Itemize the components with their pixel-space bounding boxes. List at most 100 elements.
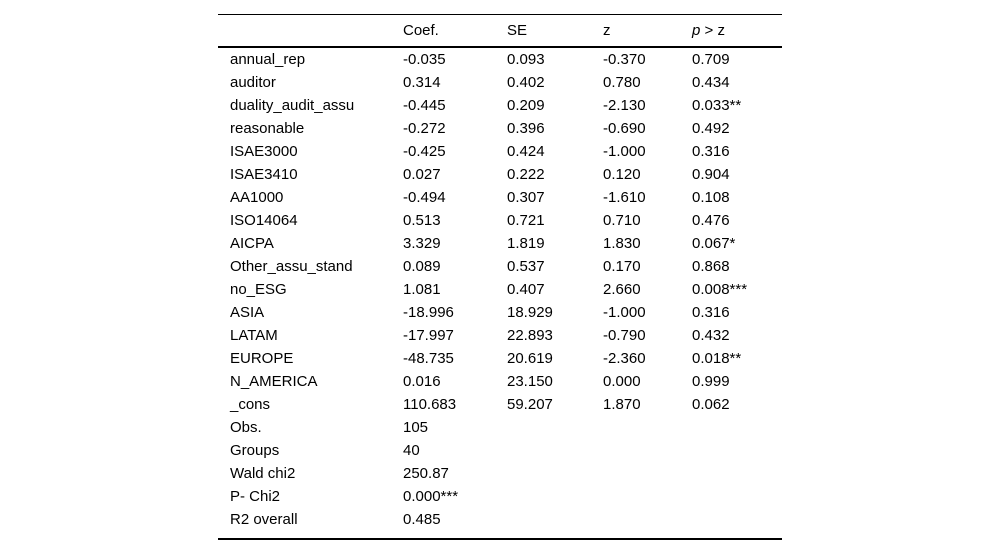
table-row: duality_audit_assu -0.445 0.209 -2.130 0.033… [218, 94, 782, 117]
table-header-row: Coef. SE z p > z [218, 15, 782, 48]
cell-z: 0.120 [603, 166, 641, 183]
cell-coef: 250.87 [403, 465, 449, 482]
cell-se: 0.093 [507, 51, 545, 68]
cell-coef: -0.035 [403, 51, 446, 68]
table-row: LATAM -17.997 22.893 -0.790 0.432 [218, 324, 782, 347]
cell-p: 0.904 [692, 166, 730, 183]
cell-coef: 0.485 [403, 511, 441, 528]
cell-p: 0.316 [692, 304, 730, 321]
table-row: auditor 0.314 0.402 0.780 0.434 [218, 71, 782, 94]
cell-se: 0.721 [507, 212, 545, 229]
cell-coef: 0.027 [403, 166, 441, 183]
cell-p: 0.432 [692, 327, 730, 344]
cell-coef: -0.494 [403, 189, 446, 206]
cell-se: 0.396 [507, 120, 545, 137]
row-label: N_AMERICA [230, 373, 318, 390]
cell-p: 0.316 [692, 143, 730, 160]
cell-se: 18.929 [507, 304, 553, 321]
row-label: ISAE3410 [230, 166, 298, 183]
cell-z: 1.830 [603, 235, 641, 252]
table-row: reasonable -0.272 0.396 -0.690 0.492 [218, 117, 782, 140]
cell-se: 0.222 [507, 166, 545, 183]
cell-se: 22.893 [507, 327, 553, 344]
cell-se: 0.209 [507, 97, 545, 114]
row-label: R2 overall [230, 511, 298, 528]
cell-coef: 105 [403, 419, 429, 436]
row-label: AICPA [230, 235, 274, 252]
cell-z: 0.710 [603, 212, 641, 229]
cell-p: 0.999 [692, 373, 730, 390]
cell-z: 0.000 [603, 373, 641, 390]
cell-se: 20.619 [507, 350, 553, 367]
table-row: no_ESG 1.081 0.407 2.660 0.008*** [218, 278, 782, 301]
table-row: annual_rep -0.035 0.093 -0.370 0.709 [218, 48, 782, 71]
table-row: AICPA 3.329 1.819 1.830 0.067* [218, 232, 782, 255]
header-p-gt-z: p > z [692, 22, 782, 39]
cell-coef: -0.445 [403, 97, 446, 114]
row-label: ISO14064 [230, 212, 298, 229]
cell-z: -2.130 [603, 97, 646, 114]
cell-se: 0.424 [507, 143, 545, 160]
regression-results-table: Coef. SE z p > z annual_rep -0.035 0.093 -0… [218, 14, 782, 540]
row-label: AA1000 [230, 189, 284, 206]
cell-z: -2.360 [603, 350, 646, 367]
header-p-comparison: > z [700, 22, 725, 39]
cell-p: 0.018** [692, 350, 742, 367]
table-row: R2 overall 0.485 [218, 508, 782, 531]
cell-coef: 3.329 [403, 235, 441, 252]
cell-p: 0.709 [692, 51, 730, 68]
cell-z: -0.690 [603, 120, 646, 137]
row-label: Obs. [230, 419, 262, 436]
cell-z: 2.660 [603, 281, 641, 298]
table-row: AA1000 -0.494 0.307 -1.610 0.108 [218, 186, 782, 209]
table-row: ISAE3000 -0.425 0.424 -1.000 0.316 [218, 140, 782, 163]
cell-coef: 110.683 [403, 396, 457, 413]
cell-z: 1.870 [603, 396, 641, 413]
cell-p: 0.476 [692, 212, 730, 229]
cell-coef: 0.000*** [403, 488, 459, 505]
row-label: auditor [230, 74, 276, 91]
cell-coef: 40 [403, 442, 420, 459]
cell-z: 0.170 [603, 258, 641, 275]
cell-se: 59.207 [507, 396, 553, 413]
cell-coef: 1.081 [403, 281, 441, 298]
cell-z: -0.790 [603, 327, 646, 344]
cell-coef: -48.735 [403, 350, 454, 367]
cell-se: 0.407 [507, 281, 545, 298]
cell-p: 0.492 [692, 120, 730, 137]
cell-p: 0.008*** [692, 281, 748, 298]
table-row: ISAE3410 0.027 0.222 0.120 0.904 [218, 163, 782, 186]
cell-p: 0.868 [692, 258, 730, 275]
cell-p: 0.033** [692, 97, 742, 114]
row-label: Other_assu_stand [230, 258, 353, 275]
cell-z: -1.000 [603, 143, 646, 160]
header-se: SE [507, 22, 528, 39]
cell-coef: 0.089 [403, 258, 441, 275]
cell-coef: 0.314 [403, 74, 441, 91]
cell-z: -1.610 [603, 189, 646, 206]
table-row: Obs. 105 [218, 416, 782, 439]
row-label: EUROPE [230, 350, 294, 367]
table-row: ASIA -18.996 18.929 -1.000 0.316 [218, 301, 782, 324]
cell-p: 0.108 [692, 189, 730, 206]
cell-coef: -0.272 [403, 120, 446, 137]
cell-se: 1.819 [507, 235, 545, 252]
table-row: EUROPE -48.735 20.619 -2.360 0.018** [218, 347, 782, 370]
cell-p: 0.434 [692, 74, 730, 91]
table-row: ISO14064 0.513 0.721 0.710 0.476 [218, 209, 782, 232]
row-label: Groups [230, 442, 280, 459]
cell-p: 0.062 [692, 396, 730, 413]
cell-se: 0.402 [507, 74, 545, 91]
table-row: N_AMERICA 0.016 23.150 0.000 0.999 [218, 370, 782, 393]
row-label: LATAM [230, 327, 278, 344]
cell-se: 23.150 [507, 373, 553, 390]
table-row: Groups 40 [218, 439, 782, 462]
cell-p: 0.067* [692, 235, 736, 252]
cell-coef: 0.513 [403, 212, 441, 229]
cell-z: -1.000 [603, 304, 646, 321]
cell-coef: -17.997 [403, 327, 454, 344]
table-row: _cons 110.683 59.207 1.870 0.062 [218, 393, 782, 416]
cell-se: 0.307 [507, 189, 545, 206]
table-body: annual_rep -0.035 0.093 -0.370 0.709 auditor 0… [218, 48, 782, 540]
header-p-symbol: p [692, 22, 701, 39]
